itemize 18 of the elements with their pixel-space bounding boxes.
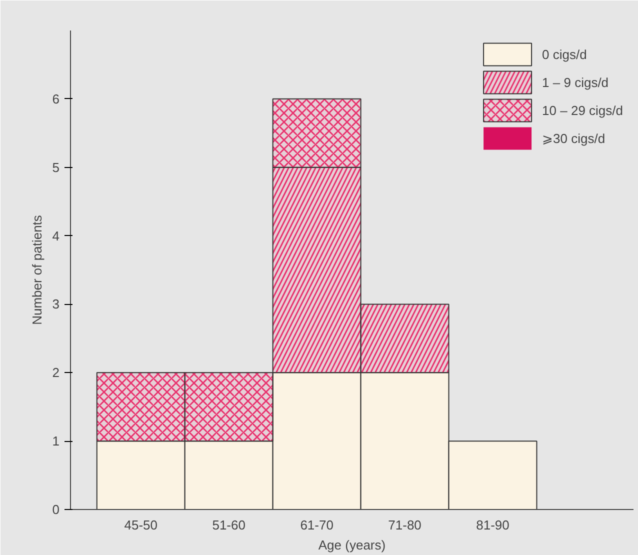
- x-tick-label: 51-60: [212, 518, 246, 532]
- x-tick-label: 45-50: [124, 518, 158, 532]
- x-tick-label: 71-80: [388, 518, 422, 532]
- legend-label: ⩾30 cigs/d: [542, 130, 606, 146]
- x-tick-label: 81-90: [476, 518, 510, 532]
- y-tick-label: 5: [52, 160, 60, 175]
- x-tick-label: 61-70: [300, 518, 334, 532]
- legend-label: 0 cigs/d: [542, 46, 587, 62]
- y-tick-label: 0: [52, 502, 60, 517]
- y-tick-label: 4: [52, 228, 60, 244]
- legend-label: 1 – 9 cigs/d: [542, 74, 609, 90]
- y-tick-label: 2: [52, 365, 60, 380]
- legend-label: 10 – 29 cigs/d: [542, 102, 623, 118]
- x-axis-title: Age (years): [318, 538, 386, 552]
- y-tick-label: 3: [52, 296, 60, 312]
- y-tick-label: 6: [52, 91, 60, 106]
- y-tick-label: 1: [52, 434, 60, 449]
- y-axis-title: Number of patients: [29, 214, 44, 325]
